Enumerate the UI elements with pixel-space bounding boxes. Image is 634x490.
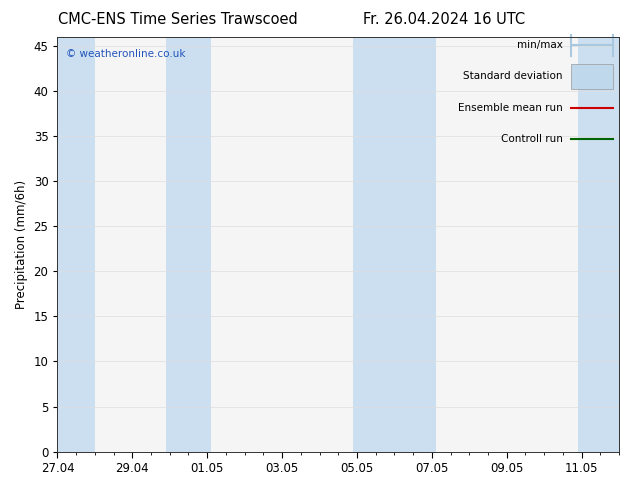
Y-axis label: Precipitation (mm/6h): Precipitation (mm/6h): [15, 180, 28, 309]
Bar: [578, 37, 623, 452]
Bar: [54, 37, 95, 452]
Text: Ensemble mean run: Ensemble mean run: [458, 102, 563, 113]
Text: min/max: min/max: [517, 40, 563, 50]
Text: © weatheronline.co.uk: © weatheronline.co.uk: [66, 49, 185, 59]
Text: Fr. 26.04.2024 16 UTC: Fr. 26.04.2024 16 UTC: [363, 12, 525, 27]
Bar: [353, 37, 436, 452]
Bar: [571, 64, 613, 89]
Text: CMC-ENS Time Series Trawscoed: CMC-ENS Time Series Trawscoed: [58, 12, 297, 27]
Text: Controll run: Controll run: [501, 134, 563, 144]
Bar: [166, 37, 211, 452]
Text: Standard deviation: Standard deviation: [463, 72, 563, 81]
